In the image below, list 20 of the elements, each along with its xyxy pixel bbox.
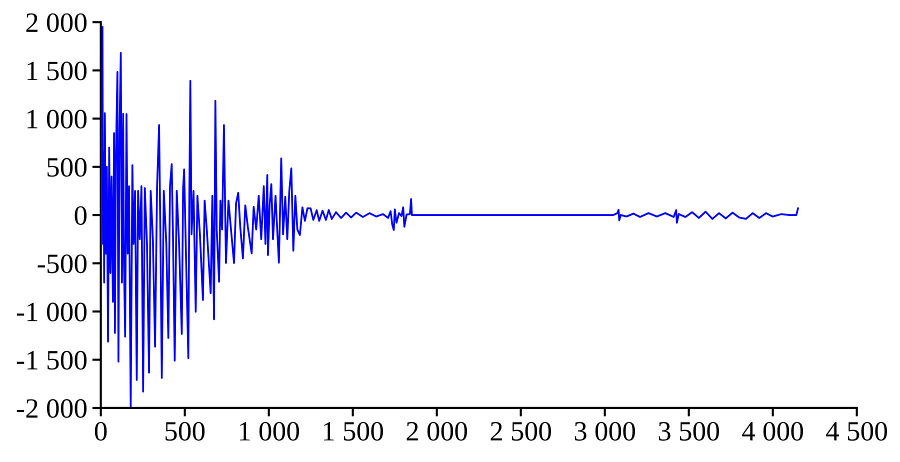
x-tick-label: 0 (94, 422, 107, 441)
y-tick-label: 0 (74, 206, 87, 225)
y-tick-label: 500 (48, 158, 87, 177)
line-series (102, 26, 799, 408)
y-tick-label: -500 (38, 254, 87, 274)
x-tick-label: 1 500 (324, 422, 383, 441)
y-tick-label: 2 000 (26, 13, 87, 32)
x-tick-label: 2 000 (406, 422, 467, 441)
x-tick-label: 3 000 (574, 422, 635, 441)
y-tick-label: -2 000 (16, 399, 87, 418)
y-tick-label: -1 500 (16, 350, 87, 370)
y-tick-label: -1 000 (16, 302, 87, 322)
x-tick-label: 500 (166, 422, 205, 441)
x-tick-label: 1 000 (240, 422, 299, 441)
x-tick-label: 4 500 (826, 422, 887, 441)
x-tick-label: 2 500 (490, 422, 551, 441)
x-tick-label: 4 000 (742, 422, 803, 441)
y-tick-label: 1 500 (28, 62, 87, 80)
x-tick-label: 3 500 (658, 422, 719, 441)
y-tick-label: 1 000 (28, 110, 87, 129)
